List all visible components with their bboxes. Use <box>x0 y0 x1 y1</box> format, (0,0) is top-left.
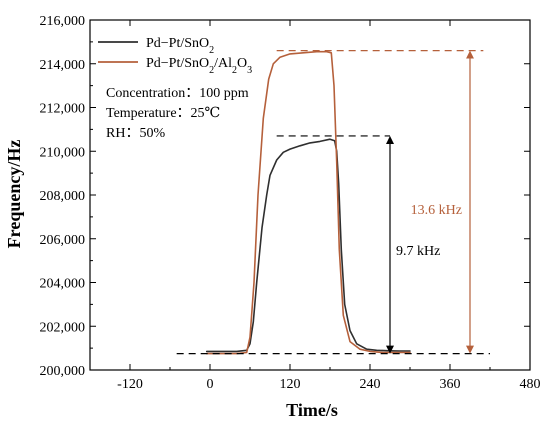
series-layer <box>205 50 411 355</box>
series-line-1 <box>205 138 411 353</box>
y-tick-label: 214,000 <box>40 58 86 73</box>
x-axis-label: Time/s <box>286 400 338 420</box>
x-tick-label: -120 <box>117 377 143 392</box>
y-tick-label: 208,000 <box>40 189 86 204</box>
y-tick-label: 210,000 <box>40 145 86 160</box>
y-tick-label: 204,000 <box>40 277 86 292</box>
y-tick-label: 212,000 <box>40 102 86 117</box>
delta-label: 13.6 kHz <box>411 203 462 218</box>
y-tick-label: 206,000 <box>40 233 86 248</box>
x-tick-label: 240 <box>360 377 381 392</box>
series-line-2 <box>205 50 411 355</box>
y-tick-label: 202,000 <box>40 320 86 335</box>
y-axis-label: Frequency/Hz <box>4 140 24 249</box>
legend-label: Pd−Pt/SnO2/Al2O3 <box>146 56 252 76</box>
legend-label: Pd−Pt/SnO2 <box>146 36 214 56</box>
x-tick-label: 360 <box>440 377 461 392</box>
delta-label: 9.7 kHz <box>396 244 440 259</box>
condition-text: RH：50% <box>106 126 165 141</box>
annotation-layer: 13.6 kHz 9.7 kHz <box>176 50 490 355</box>
x-tick-label: 120 <box>280 377 301 392</box>
condition-text: Concentration：100 ppm <box>106 86 249 101</box>
y-tick-label: 216,000 <box>40 14 86 29</box>
x-tick-label: 480 <box>520 377 541 392</box>
condition-text: Temperature：25℃ <box>106 106 220 121</box>
y-tick-label: 200,000 <box>40 364 86 379</box>
axes-layer: -120 0 120 240 360 480 200,000 202,000 204,000 20… <box>40 14 541 392</box>
experiment-conditions: Concentration：100 ppm Temperature：25℃ RH：5… <box>106 86 249 141</box>
x-tick-label: 0 <box>207 377 214 392</box>
